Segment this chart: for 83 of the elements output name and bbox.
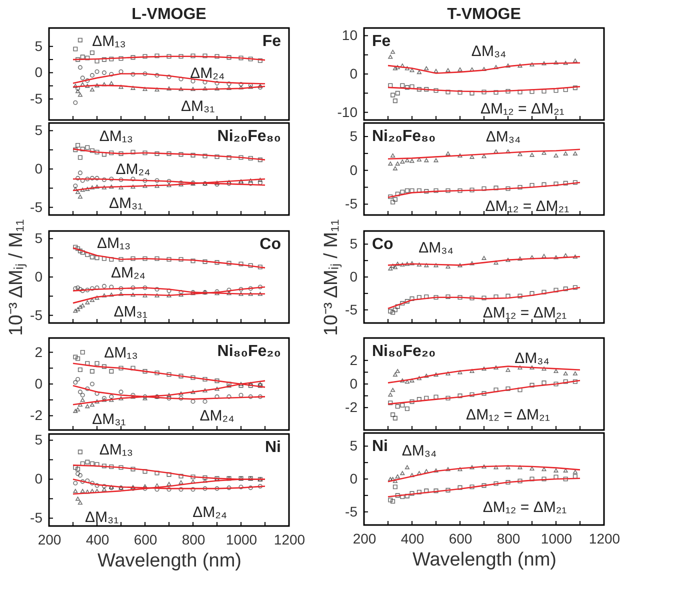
annotation: ΔM₂₄ [192,504,228,522]
y-axis-title: 10⁻³ ΔMᵢⱼ / M₁₁ [6,219,28,336]
y-tick-label: 5 [34,38,43,54]
y-tick-label: -5 [345,196,358,212]
x-tick-label: 1200 [274,532,306,548]
annotation: Ni₈₀Fe₂₀ [217,343,281,360]
y-tick-label: 0 [350,162,358,178]
annotation: ΔM₁₃ [96,234,131,252]
y-tick-label: 0 [350,268,358,284]
annotation: ΔM₂₄ [110,264,146,282]
x-tick-label: 1000 [540,530,572,546]
y-tick-label: 5 [34,230,43,246]
chart-title: T-VMOGE [447,6,522,23]
x-tick-label: 400 [400,530,424,546]
y-tick-label: 2 [350,352,358,368]
y-tick-label: 5 [34,432,43,448]
annotation: Co [372,236,394,253]
x-tick-label: 1000 [226,532,258,548]
x-tick-label: 200 [352,530,376,546]
y-tick-label: -5 [30,90,43,106]
annotation: Ni₂₀Fe₈₀ [217,128,281,145]
y-tick-label: 5 [350,236,358,252]
y-tick-label: 0 [34,64,43,80]
y-tick-label: 10 [342,27,358,44]
x-axis-title: Wavelength (nm) [412,550,556,570]
annotation: ΔM₃₁ [180,98,215,116]
annotation: Co [260,236,282,253]
x-axis-title: Wavelength (nm) [98,550,242,572]
y-tick-label: 2 [34,344,43,360]
annotation: ΔM₁₂ = ΔM₂₁ [466,406,550,424]
annotation: ΔM₃₄ [486,128,521,146]
annotation: ΔM₁₃ [99,128,134,145]
y-tick-label: 0 [34,470,43,487]
x-tick-label: 400 [86,532,110,548]
x-tick-label: 600 [134,532,158,548]
x-tick-label: 600 [448,530,472,546]
annotation: ΔM₃₁ [108,195,143,212]
annotation: ΔM₃₄ [514,350,550,368]
y-tick-label: 0 [350,376,358,392]
y-tick-label: 0 [34,160,43,176]
y-tick-label: 0 [34,376,43,392]
y-tick-label: 0 [350,470,358,486]
annotation: ΔM₁₃ [99,442,134,459]
x-tick-label: 800 [182,532,206,548]
annotation: ΔM₂₄ [116,161,150,178]
annotation: ΔM₂₄ [190,65,225,82]
annotation: ΔM₃₄ [471,43,506,60]
annotation: ΔM₁₂ = ΔM₂₁ [482,499,567,516]
annotation: ΔM₁₃ [92,32,126,50]
annotation: ΔM₃₁ [84,508,119,526]
y-tick-label: 0 [34,268,43,284]
y-tick-label: -5 [345,301,358,318]
y-tick-label: -5 [30,306,43,323]
x-tick-label: 800 [496,530,520,546]
annotation: ΔM₃₄ [418,240,454,257]
y-tick-label: -5 [30,198,43,215]
annotation: Ni₈₀Fe₂₀ [372,343,436,360]
annotation: Fe [372,33,391,50]
annotation: ΔM₃₁ [92,410,126,428]
annotation: Ni [265,439,281,456]
y-tick-label: -5 [30,510,43,526]
y-axis-title: 10⁻³ ΔMᵢⱼ / M₁₁ [321,219,342,336]
annotation: ΔM₃₁ [114,304,148,320]
y-tick-label: -5 [345,503,358,520]
annotation: ΔM₁₂ = ΔM₂₁ [480,100,564,118]
y-tick-label: -10 [337,104,358,120]
y-tick-label: 5 [350,128,358,144]
annotation: ΔM₃₄ [402,442,437,460]
y-tick-label: 5 [34,122,43,138]
y-tick-label: 0 [350,66,358,82]
annotation: ΔM₁₂ = ΔM₂₁ [485,198,570,216]
x-tick-label: 200 [38,532,62,548]
annotation: Fe [262,33,282,50]
annotation: Ni [372,438,388,455]
chart-title: L-VMOGE [132,6,207,23]
annotation: ΔM₁₃ [104,344,138,362]
annotation: ΔM₁₂ = ΔM₂₁ [482,304,567,322]
y-tick-label: -2 [30,407,43,424]
annotation: ΔM₂₄ [200,408,234,425]
y-tick-label: -2 [345,399,358,416]
y-tick-label: 5 [350,438,358,454]
x-tick-label: 1200 [588,530,620,546]
annotation: Ni₂₀Fe₈₀ [372,128,436,145]
